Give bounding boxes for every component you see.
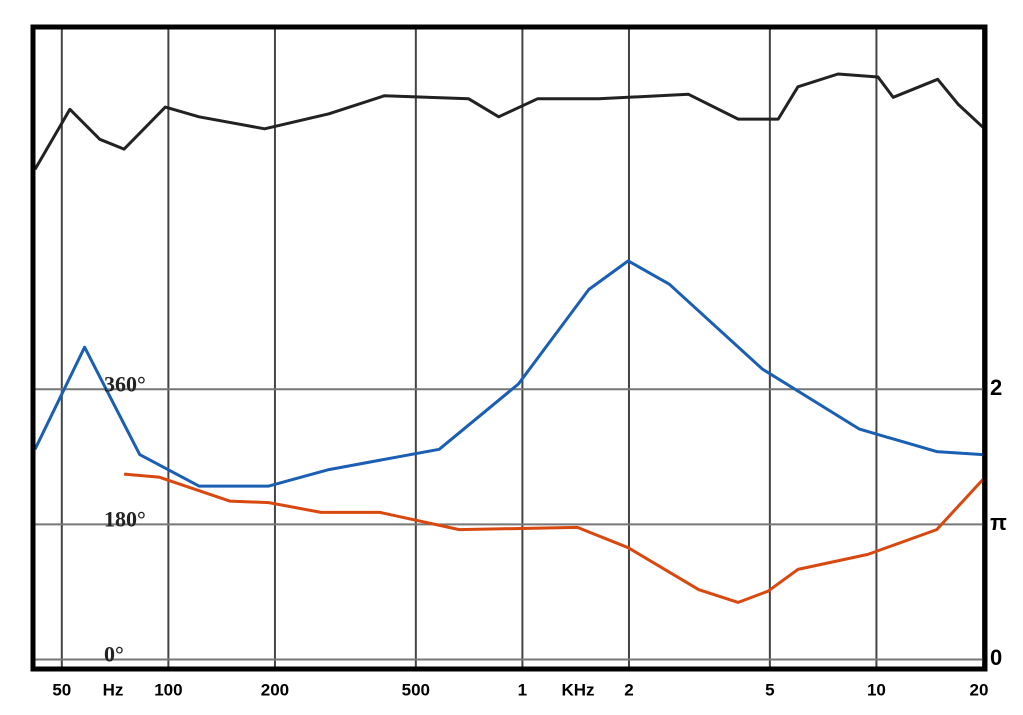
x-tick-label: 2 (624, 680, 633, 699)
x-tick-label: 1 (518, 680, 527, 699)
x-tick-label: 200 (261, 680, 289, 699)
x-tick-label: 50 (52, 680, 71, 699)
x-tick-label: 100 (154, 680, 182, 699)
y-tick-label: 360° (104, 371, 146, 396)
x-tick-label: 5 (765, 680, 774, 699)
y2-tick-label: 0 (990, 645, 1002, 670)
x-unit-label: KHz (561, 680, 594, 699)
y-tick-label: 180° (104, 506, 146, 531)
x-tick-label: 500 (402, 680, 430, 699)
y2-tick-label: 2 (990, 375, 1002, 400)
curve (123, 472, 985, 604)
curves (33, 72, 985, 604)
curve (33, 259, 984, 488)
x-unit-label: Hz (103, 680, 124, 699)
y-tick-label: 0° (104, 642, 124, 667)
frame (30, 24, 988, 672)
y2-tick-label: π (990, 510, 1007, 535)
x-tick-label: 20 (970, 680, 989, 699)
curve (33, 72, 985, 171)
x-tick-label: 10 (867, 680, 886, 699)
